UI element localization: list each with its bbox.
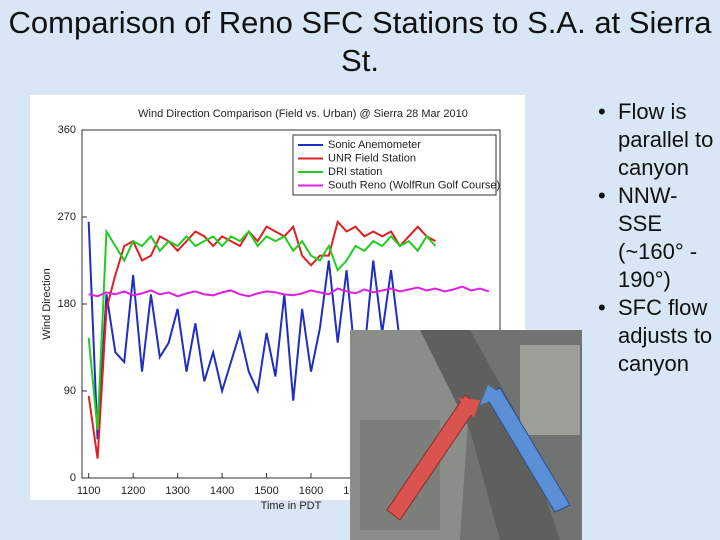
bullet: NNW-SSE (~160° - 190°) [590, 182, 715, 294]
x-tick-label: 1600 [299, 485, 323, 497]
legend-label: DRI station [328, 166, 382, 178]
bullet-list: Flow is parallel to canyonNNW-SSE (~160°… [590, 98, 715, 378]
series-line [87, 228, 437, 430]
y-tick-label: 90 [64, 385, 76, 397]
y-tick-label: 360 [58, 124, 76, 136]
series-line [87, 219, 436, 459]
x-tick-label: 1400 [210, 485, 234, 497]
y-tick-label: 180 [58, 298, 76, 310]
legend-label: Sonic Anemometer [328, 139, 421, 151]
x-tick-label: 1300 [165, 485, 189, 497]
chart-title: Wind Direction Comparison (Field vs. Urb… [138, 108, 468, 120]
x-tick-label: 1200 [121, 485, 145, 497]
x-axis-label: Time in PDT [261, 500, 322, 512]
legend-box [292, 134, 497, 196]
y-axis-label: Wind Direction [41, 268, 53, 340]
legend-label: UNR Field Station [328, 152, 416, 164]
y-tick-label: 270 [58, 211, 76, 223]
aerial-photo [350, 330, 582, 540]
series-line [87, 221, 401, 440]
x-tick-label: 1100 [77, 485, 101, 497]
slide-title: Comparison of Reno SFC Stations to S.A. … [8, 5, 712, 78]
y-tick-label: 0 [70, 472, 76, 484]
series-line [88, 285, 490, 298]
x-tick-label: 1500 [254, 485, 278, 497]
bullet: Flow is parallel to canyon [590, 98, 715, 182]
bullet: SFC flow adjusts to canyon [590, 294, 715, 378]
legend-label: South Reno (WolfRun Golf Course) [328, 179, 500, 191]
